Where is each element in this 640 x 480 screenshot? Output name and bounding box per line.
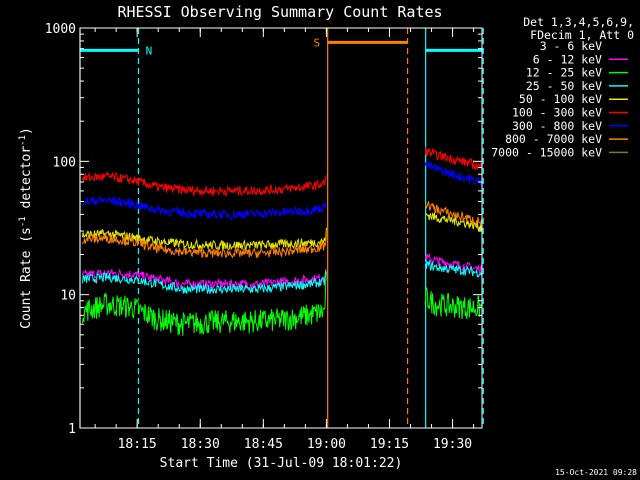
x-axis-label: Start Time (31-Jul-09 18:01:22)	[160, 456, 403, 471]
x-tick-label-3: 19:00	[307, 437, 346, 452]
series-line-7-0	[82, 232, 327, 259]
legend-header-0: Det 1,3,4,5,6,9,	[523, 15, 634, 29]
y-axis-label-sup1: -1	[18, 216, 28, 227]
legend-label-5: 100 - 300 keV	[512, 106, 602, 120]
series-line-5-1	[424, 146, 483, 172]
series-line-7-1	[424, 201, 483, 227]
y-tick-label-0: 1	[68, 422, 76, 437]
legend-label-3: 25 - 50 keV	[526, 79, 602, 93]
legend-label-2: 12 - 25 keV	[526, 66, 602, 80]
series-line-5-0	[82, 170, 327, 197]
series-line-1-1	[424, 252, 483, 274]
series-line-6-1	[424, 162, 483, 186]
y-axis-label: Count Rate (s-1 detector-1)	[18, 127, 34, 329]
x-tick-label-2: 18:45	[244, 437, 283, 452]
x-tick-label-1: 18:30	[181, 437, 220, 452]
legend-label-6: 300 - 800 keV	[512, 119, 602, 133]
y-axis-label-mid: detector	[19, 146, 34, 217]
legend: Det 1,3,4,5,6,9,FDecim 1, Att 03 - 6 keV…	[491, 15, 634, 159]
y-tick-label-3: 1000	[45, 22, 76, 37]
series-line-3-1	[424, 259, 483, 278]
series-line-6-0	[82, 194, 327, 220]
y-axis-label-sup2: -1	[18, 135, 28, 146]
mode-bar-label-0: N	[146, 44, 153, 57]
legend-label-1: 6 - 12 keV	[533, 52, 602, 66]
legend-label-7: 800 - 7000 keV	[505, 132, 602, 146]
footer-timestamp: 15-Oct-2021 09:28	[555, 468, 637, 477]
plot-frame	[79, 27, 483, 429]
legend-header-1: FDecim 1, Att 0	[530, 28, 634, 42]
mode-bar-label-1: S	[313, 36, 320, 49]
legend-label-0: 3 - 6 keV	[540, 39, 602, 53]
series-line-4-1	[425, 212, 483, 232]
axis-ticks: 1 10 100 1000 18:15 18:30 18:45 19:00 19:15 19:30	[45, 22, 482, 452]
y-axis-label-end: )	[19, 127, 34, 135]
series-line-4-0	[82, 227, 327, 251]
series-line-2-1	[424, 287, 483, 319]
y-tick-label-2: 100	[53, 155, 76, 170]
x-tick-label-4: 19:15	[370, 437, 409, 452]
y-tick-label-1: 10	[60, 289, 76, 304]
x-tick-label-5: 19:30	[433, 437, 472, 452]
series-line-3-0	[82, 269, 327, 295]
plot-area: NS	[79, 28, 484, 428]
x-tick-label-0: 18:15	[118, 437, 157, 452]
legend-label-4: 50 - 100 keV	[519, 92, 602, 106]
series-line-2-0	[82, 273, 327, 336]
legend-label-8: 7000 - 15000 keV	[491, 145, 602, 159]
y-axis-label-main: Count Rate (s	[19, 227, 34, 329]
chart-title: RHESSI Observing Summary Count Rates	[117, 3, 442, 21]
